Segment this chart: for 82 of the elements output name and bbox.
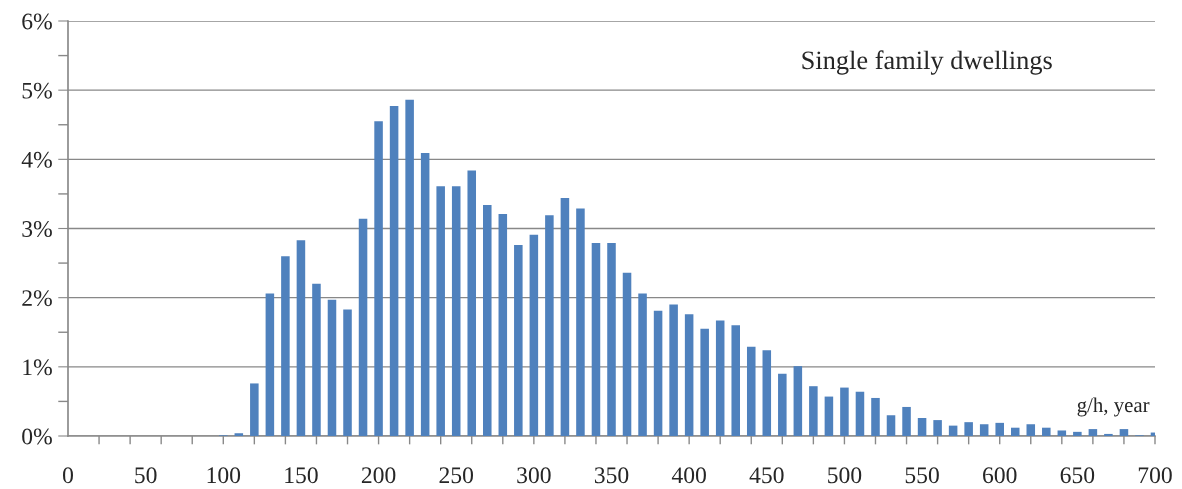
bar: [669, 304, 678, 436]
bar: [1057, 430, 1067, 436]
bar: [762, 350, 772, 436]
x-tick-label: 0: [63, 467, 73, 484]
bar: [514, 245, 523, 436]
bar: [840, 387, 849, 436]
x-tick-label: 600: [983, 467, 1017, 484]
bar: [731, 325, 740, 436]
annotation: g/h, year: [1077, 397, 1150, 417]
y-tick-label: 5%: [22, 82, 52, 99]
x-tick-label: 150: [285, 467, 318, 484]
bar: [560, 198, 570, 436]
x-tick-label: 550: [905, 467, 939, 484]
x-tick-label: 200: [361, 467, 396, 484]
bar: [374, 121, 383, 436]
bar: [296, 240, 306, 436]
bar: [809, 386, 818, 436]
bar: [793, 366, 803, 436]
y-tick-label: 6%: [22, 13, 52, 30]
x-tick-label: 100: [207, 467, 241, 484]
bar: [715, 320, 725, 436]
bar: [234, 433, 244, 436]
bar: [389, 106, 399, 436]
bar: [576, 208, 585, 436]
x-tick-label: 650: [1060, 467, 1095, 484]
x-tick-label: 400: [671, 467, 706, 484]
x-tick-label: 350: [594, 467, 629, 484]
bar: [684, 314, 694, 436]
x-tick-label: 250: [439, 467, 474, 484]
bar: [405, 99, 414, 436]
bar: [653, 310, 663, 436]
bar: [917, 418, 927, 436]
bar: [1119, 429, 1129, 436]
bar: [529, 234, 539, 436]
bar: [1073, 431, 1082, 436]
bar: [1104, 433, 1113, 436]
bar: [420, 153, 430, 436]
bar: [1088, 429, 1098, 436]
y-tick-label: 0%: [22, 428, 52, 445]
bar: [327, 299, 337, 436]
bar: [467, 170, 477, 436]
bar: [902, 406, 911, 436]
y-tick-label: 2%: [22, 290, 52, 307]
bar: [343, 309, 352, 436]
y-tick-label: 3%: [22, 220, 52, 237]
bar: [638, 293, 647, 436]
bar: [607, 243, 616, 436]
bar: [871, 397, 880, 436]
bar: [1026, 424, 1036, 436]
bar: [545, 215, 554, 436]
y-tick-label: 1%: [23, 359, 52, 376]
bar: [995, 422, 1004, 436]
bar: [746, 346, 756, 436]
bar: [855, 391, 865, 436]
bar: [281, 256, 290, 436]
bar: [483, 204, 492, 436]
x-tick-label: 450: [749, 467, 784, 484]
bar: [498, 213, 508, 436]
bar: [451, 186, 461, 436]
bar: [265, 293, 275, 436]
bar: [948, 425, 958, 436]
bar: [886, 415, 896, 436]
x-tick-label: 50: [135, 467, 157, 484]
bar: [824, 396, 834, 436]
bar: [964, 422, 973, 436]
bar: [979, 424, 989, 436]
bar: [436, 186, 445, 436]
x-tick-label: 500: [828, 467, 862, 484]
text: Single family dwellings: [802, 50, 1052, 75]
bar: [591, 243, 601, 436]
bar: [622, 272, 632, 436]
bar: [778, 373, 787, 436]
x-tick-label: 300: [517, 467, 551, 484]
x-tick-label: 700: [1138, 467, 1172, 484]
bar: [700, 328, 709, 436]
y-tick-label: 4%: [21, 151, 52, 168]
bar: [1010, 427, 1020, 436]
bar: [312, 283, 321, 436]
bar: [1042, 427, 1051, 436]
bar: [358, 218, 368, 436]
bar: [250, 383, 259, 436]
bar: [933, 420, 942, 436]
